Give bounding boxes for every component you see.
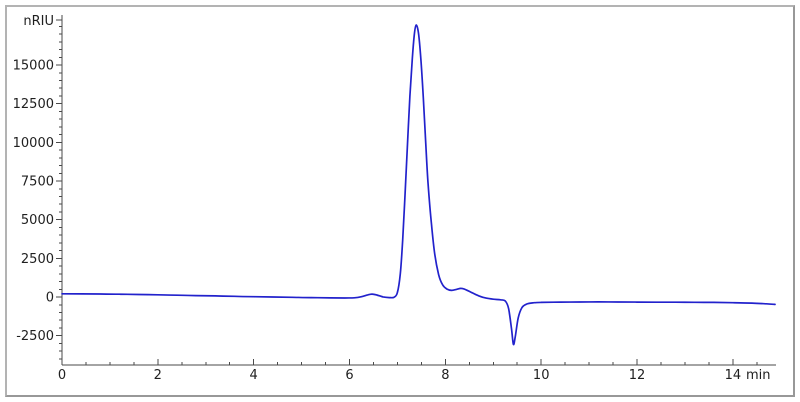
y-tick-label: 2500 — [21, 252, 54, 267]
x-tick-label: 0 — [58, 368, 66, 383]
x-tick-label: 6 — [345, 368, 353, 383]
y-tick-label: 12500 — [13, 97, 54, 112]
axis-labels: nRIU min — [23, 14, 770, 383]
axes — [61, 15, 776, 366]
x-axis-unit-label: min — [746, 368, 771, 383]
y-tick-label: 0 — [46, 291, 54, 306]
x-tick-label: 12 — [629, 368, 646, 383]
y-tick-label: 7500 — [21, 175, 54, 190]
y-tick-label: 15000 — [13, 59, 54, 74]
y-tick-label: 10000 — [13, 136, 54, 151]
y-tick-label: 5000 — [21, 213, 54, 228]
signal-trace — [61, 24, 776, 346]
y-tick-label: -2500 — [16, 329, 54, 344]
window-frame — [5, 5, 795, 397]
x-tick-label: 4 — [250, 368, 258, 383]
x-tick-label: 14 — [725, 368, 742, 383]
signal-trace-path — [61, 24, 776, 346]
y-axis-unit-label: nRIU — [23, 14, 54, 29]
axis-ticks: 0 2 4 6 8 10 12 14 -2500 0 2500 5000 7500 10000 12500 1… — [13, 19, 758, 383]
x-tick-label: 8 — [441, 368, 449, 383]
x-tick-label: 10 — [533, 368, 550, 383]
x-tick-label: 2 — [154, 368, 162, 383]
